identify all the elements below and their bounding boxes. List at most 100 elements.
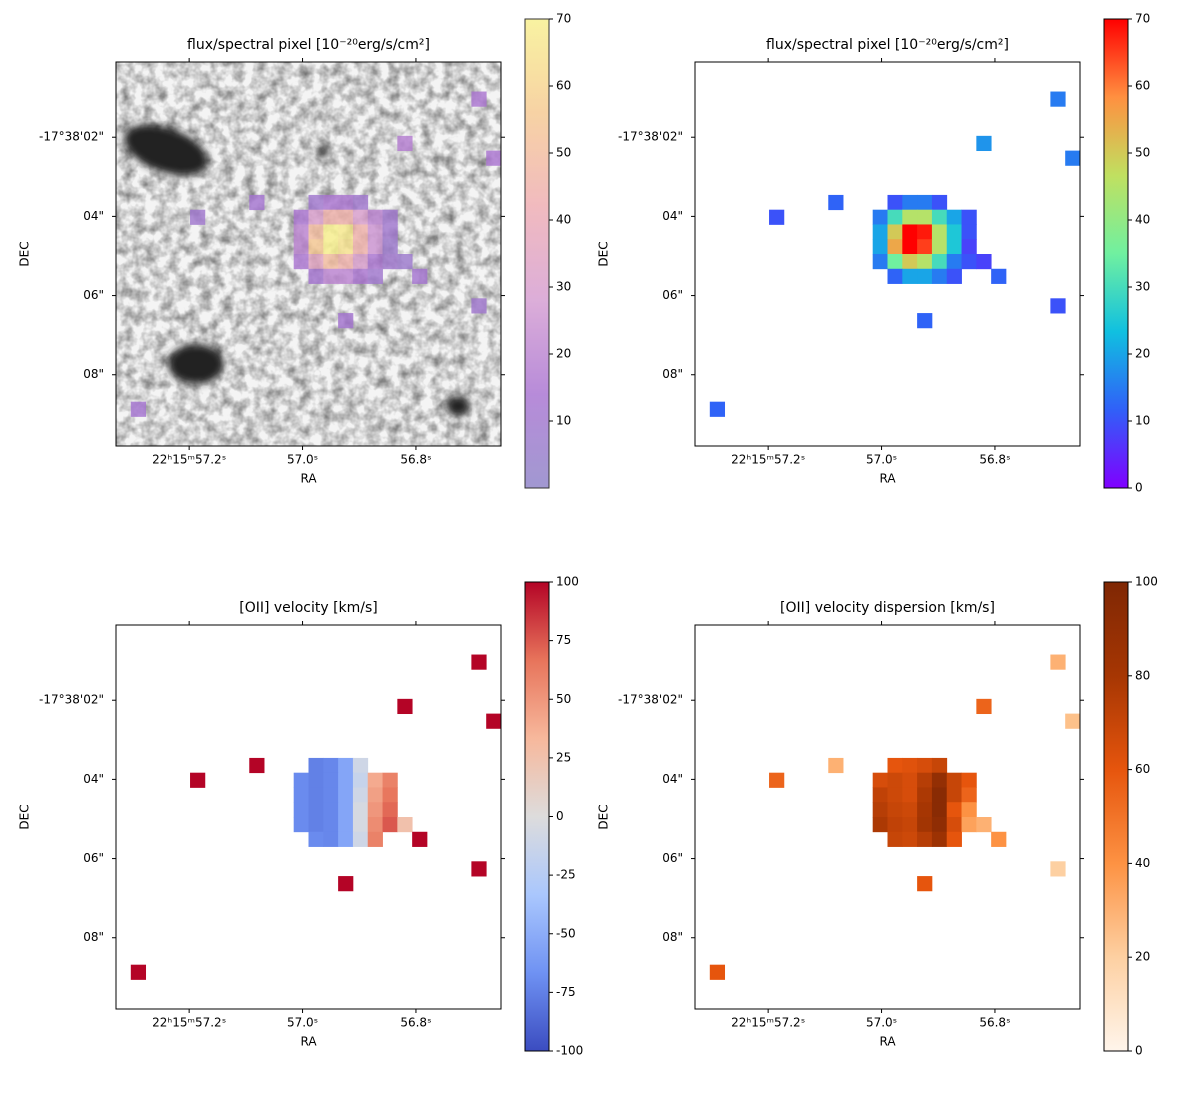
cell [367, 787, 383, 803]
cell [323, 209, 339, 225]
cell [917, 194, 933, 211]
x-tick-label: 22ʰ15ᵐ57.2ˢ [731, 453, 805, 467]
cell [769, 209, 785, 225]
cell [323, 757, 339, 774]
cell [367, 802, 383, 818]
cell [917, 209, 933, 225]
heatmap-cells [130, 91, 502, 417]
cell [338, 209, 354, 225]
cell [352, 817, 369, 833]
cell [961, 772, 977, 788]
cell [872, 209, 888, 225]
colorbar-tick-label: 100 [556, 575, 579, 589]
y-axis-label: DEC [18, 241, 32, 266]
colorbar-tick-label: 0 [1135, 481, 1143, 495]
y-tick-label: 06" [662, 851, 683, 865]
y-tick-label: -17°38'02" [39, 130, 104, 144]
cell [308, 831, 324, 847]
cell [397, 135, 413, 152]
cell [323, 831, 339, 847]
cell [931, 209, 948, 225]
cell [471, 91, 487, 107]
cell [352, 268, 369, 284]
heatmap-cells [130, 654, 502, 980]
colorbar-tick-label: 0 [556, 809, 564, 823]
cell [293, 817, 309, 833]
cell [308, 268, 324, 284]
x-tick-label: 56.8ˢ [979, 453, 1010, 467]
colorbar-tick-label: 40 [1135, 213, 1150, 227]
cell [338, 831, 354, 847]
cell [308, 817, 324, 833]
colorbar-tick-label: 10 [556, 414, 571, 428]
cell [902, 239, 918, 255]
cell [887, 802, 903, 818]
y-tick-label: -17°38'02" [618, 130, 683, 144]
cell [946, 772, 962, 788]
chart-title: [OII] velocity dispersion [km/s] [780, 600, 995, 616]
cell [323, 817, 339, 833]
cell [872, 239, 888, 255]
colorbar [1103, 581, 1129, 1052]
cell [872, 817, 888, 833]
cell [323, 268, 339, 284]
x-tick-label: 22ʰ15ᵐ57.2ˢ [152, 1016, 226, 1030]
x-tick-label: 56.8ˢ [400, 1016, 431, 1030]
cell [190, 772, 206, 788]
cell [308, 209, 324, 225]
colorbar-tick-label: 20 [556, 347, 571, 361]
cell [412, 268, 428, 284]
cell [931, 268, 948, 284]
cell [338, 194, 354, 211]
cell [769, 772, 785, 788]
cell [902, 268, 918, 284]
cell [931, 831, 948, 847]
cell [902, 757, 918, 774]
y-tick-label: 06" [662, 288, 683, 302]
cell [352, 757, 369, 774]
y-tick-label: -17°38'02" [39, 693, 104, 707]
cell [709, 964, 726, 980]
cell [382, 802, 398, 818]
x-tick-label: 22ʰ15ᵐ57.2ˢ [731, 1016, 805, 1030]
colorbar-tick-label: 20 [1135, 950, 1150, 964]
cell [902, 817, 918, 833]
cell [709, 401, 726, 417]
cell [887, 209, 903, 225]
colorbar-tick-label: 30 [1135, 280, 1150, 294]
cell [917, 224, 933, 240]
cell [308, 802, 324, 818]
cell [338, 802, 354, 818]
cell [471, 298, 487, 314]
cell [323, 802, 339, 818]
cell [917, 757, 933, 774]
cell [1050, 91, 1066, 107]
cell [931, 802, 948, 818]
colorbar-tick-label: 0 [1135, 1044, 1143, 1058]
x-axis-label: RA [300, 1035, 317, 1049]
cell [352, 772, 369, 788]
y-tick-label: 04" [662, 209, 683, 223]
cell [917, 802, 933, 818]
x-tick-label: 22ʰ15ᵐ57.2ˢ [152, 453, 226, 467]
cell [961, 239, 977, 255]
y-tick-label: 06" [83, 851, 104, 865]
colorbar-tick-label: 70 [556, 12, 571, 26]
chart-title: [OII] velocity [km/s] [239, 600, 378, 616]
colorbar-tick-label: 60 [1135, 762, 1150, 776]
cell [382, 239, 398, 255]
x-axis-label: RA [300, 472, 317, 486]
cell [828, 194, 844, 211]
colorbar-tick-label: -25 [556, 868, 576, 882]
cell [382, 209, 398, 225]
cell [917, 831, 933, 847]
cell [308, 239, 324, 255]
colorbar-tick-label: 30 [556, 280, 571, 294]
cell [946, 802, 962, 818]
cell [828, 757, 844, 774]
cell [190, 209, 206, 225]
cell [872, 772, 888, 788]
cell [323, 254, 339, 270]
cell [887, 194, 903, 211]
